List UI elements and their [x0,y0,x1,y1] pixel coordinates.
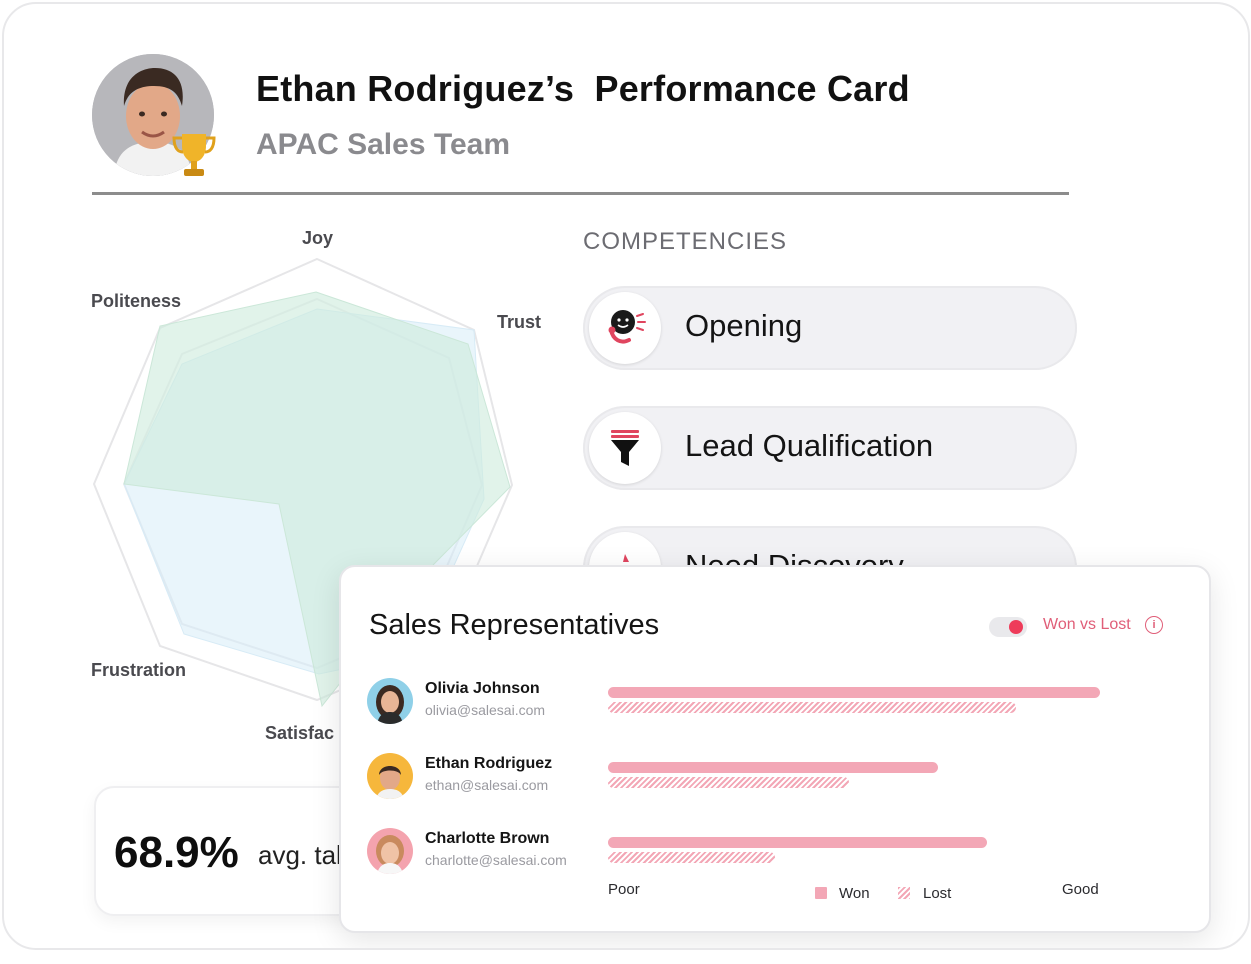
won-bar [608,837,987,848]
won-bar [608,687,1100,698]
trophy-icon [170,130,218,180]
sales-representatives-panel: Sales Representatives Won vs Lost i Oliv… [339,565,1211,933]
competency-label: Lead Qualification [685,428,934,463]
radar-grid-outer [92,257,514,702]
legend-won-swatch [815,887,827,899]
rep-name: Ethan Rodriguez [425,755,553,772]
axis-label-good: Good [1062,881,1099,898]
competency-opening[interactable]: Opening [583,286,1077,370]
avg-stat-value: 68.9% [114,828,239,877]
legend-lost-label: Lost [923,885,952,902]
page-title: Ethan Rodriguez’s Performance Card [256,68,910,109]
header-divider [92,192,1069,195]
lost-bar [608,702,1016,713]
toggle-knob [1009,620,1023,634]
competencies-heading: COMPETENCIES [583,228,788,255]
legend-lost-swatch [898,887,910,899]
axis-label-poor: Poor [608,881,640,898]
list-item[interactable]: Charlotte Brown charlotte@salesai.com [367,826,607,876]
rep-name: Olivia Johnson [425,680,540,697]
radar-label-trust: Trust [497,312,542,332]
lost-bar [608,777,849,788]
radar-series-green [123,291,511,708]
rep-email: ethan@salesai.com [425,777,549,793]
radar-label-satisfaction: Satisfac [265,723,335,743]
avatar [367,753,413,799]
competency-lead-qualification[interactable]: Lead Qualification [583,406,1077,490]
won-bar [608,762,938,773]
toggle-label: Won vs Lost [1043,616,1131,633]
rep-email: charlotte@salesai.com [425,852,567,868]
avatar [367,678,413,724]
panel-title: Sales Representatives [369,609,660,641]
avatar [367,828,413,874]
avg-stat-label: avg. tal [258,840,342,870]
radar-label-politeness: Politeness [91,291,182,311]
phone-smile-icon [589,292,661,364]
avatar [92,54,214,176]
funnel-icon [589,412,661,484]
team-subtitle: APAC Sales Team [256,128,510,161]
won-lost-toggle[interactable] [989,617,1027,637]
list-item[interactable]: Ethan Rodriguez ethan@salesai.com [367,751,607,801]
radar-label-frustration: Frustration [91,660,187,680]
competency-label: Opening [685,308,803,343]
list-item[interactable]: Olivia Johnson olivia@salesai.com [367,676,607,726]
rep-name: Charlotte Brown [425,830,550,847]
legend-won-label: Won [839,885,870,902]
info-icon[interactable]: i [1145,616,1163,634]
radar-label-joy: Joy [302,228,334,248]
rep-email: olivia@salesai.com [425,702,546,718]
lost-bar [608,852,775,863]
